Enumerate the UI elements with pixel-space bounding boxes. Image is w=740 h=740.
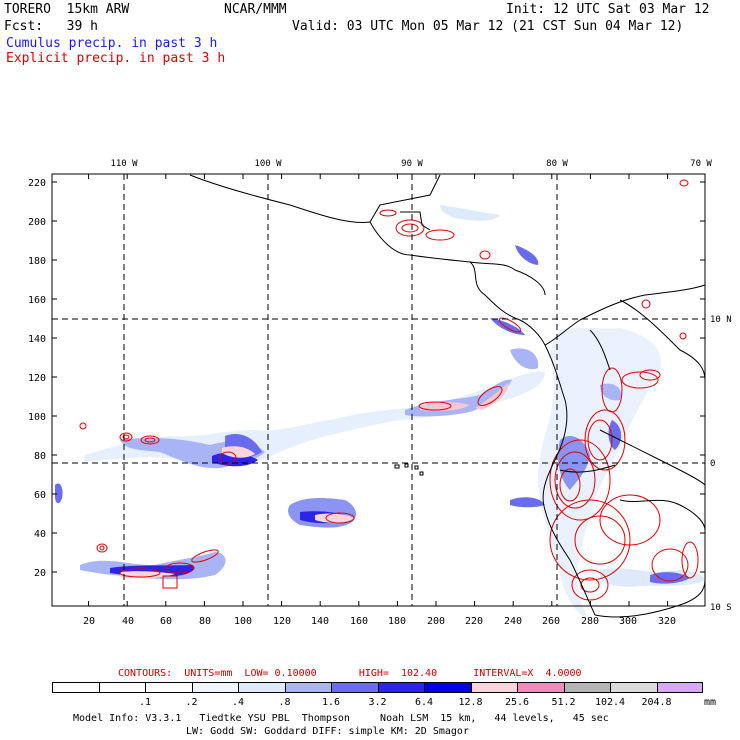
y-tick-label: 200 [28,217,46,228]
x-tick-label: 160 [350,616,368,627]
x-tick-label: 220 [465,616,483,627]
contour-info: CONTOURS: UNITS=mm LOW= 0.10000 HIGH= 10… [118,668,582,679]
x-tick-label: 200 [427,616,445,627]
legend-label: 6.4 [414,697,434,708]
legend-swatch [563,682,610,693]
legend-swatch [52,682,99,693]
legend-swatch [656,682,703,693]
lon-label: 70 W [690,159,712,169]
y-tick-labels: 220 200 180 160 140 120 100 80 60 40 20 [28,178,46,579]
lat-label: 0 [710,459,715,469]
axis-ticks [52,174,705,606]
lon-label: 90 W [401,159,423,169]
legend-label: .2 [185,697,198,708]
coastlines [189,174,706,618]
y-tick-label: 120 [28,373,46,384]
legend-label: 204.8 [641,697,672,708]
lon-label: 80 W [546,159,568,169]
cumulus-precip-shading [55,205,705,620]
x-tick-label: 40 [122,616,134,627]
x-tick-label: 260 [542,616,560,627]
explicit-precip-contours [79,179,699,601]
valid-time: Valid: 03 UTC Mon 05 Mar 12 (21 CST Sun … [292,19,684,34]
legend-swatch [517,682,564,693]
lon-label: 100 W [254,159,282,169]
init-time: Init: 12 UTC Sat 03 Mar 12 [506,2,710,17]
legend-label: 12.8 [458,697,483,708]
x-tick-label: 100 [234,616,252,627]
y-tick-label: 20 [34,568,46,579]
x-tick-label: 80 [199,616,211,627]
lat-label: 10 S [710,603,732,613]
model-info-line1: Model Info: V3.3.1 Tiedtke YSU PBL Thomp… [73,713,609,724]
legend-swatch [191,682,238,693]
forecast-hour: Fcst: 39 h [4,19,98,34]
field-explicit-label: Explicit precip. in past 3 h [6,51,226,66]
legend-swatch [98,682,145,693]
x-tick-label: 280 [581,616,599,627]
y-tick-label: 140 [28,334,46,345]
legend-swatch [610,682,657,693]
y-tick-label: 180 [28,256,46,267]
legend-swatch [424,682,471,693]
x-tick-label: 180 [388,616,406,627]
y-tick-label: 220 [28,178,46,189]
x-tick-labels: 20 40 60 80 100 120 140 160 180 200 220 … [83,616,676,627]
legend-label: 51.2 [551,697,576,708]
legend-label: 25.6 [504,697,530,708]
x-tick-label: 320 [658,616,676,627]
y-tick-label: 160 [28,295,46,306]
y-tick-label: 80 [34,451,46,462]
field-cumulus-label: Cumulus precip. in past 3 h [6,36,218,51]
legend-label: 1.6 [321,697,341,708]
legend-swatch [238,682,285,693]
y-tick-label: 40 [34,529,46,540]
legend-swatch [470,682,517,693]
legend-swatch [145,682,192,693]
legend-label: .8 [278,697,291,708]
x-tick-label: 140 [311,616,329,627]
model-title: TORERO 15km ARW [4,2,130,17]
lon-label: 110 W [110,159,138,169]
x-tick-label: 120 [273,616,291,627]
y-tick-label: 100 [28,412,46,423]
x-tick-label: 60 [160,616,172,627]
graticule [52,174,705,606]
lat-label: 10 N [710,315,732,325]
legend-label: 3.2 [368,697,387,708]
legend-swatch [331,682,378,693]
latitude-labels: 10 N 0 10 S [710,315,732,613]
x-tick-label: 240 [504,616,522,627]
x-tick-label: 20 [83,616,95,627]
legend-label: .1 [138,697,152,708]
map-frame [51,173,706,607]
longitude-labels: 110 W 100 W 90 W 80 W 70 W [110,159,712,169]
legend-swatch [377,682,424,693]
x-tick-label: 300 [619,616,637,627]
legend-label: .4 [231,697,245,708]
legend-swatch [284,682,331,693]
organization: NCAR/MMM [224,2,287,17]
model-info-line2: LW: Godd SW: Goddard DIFF: simple KM: 2D… [186,726,469,737]
legend-unit: mm [704,697,717,708]
legend-label: 102.4 [594,697,626,708]
y-tick-label: 60 [34,490,46,501]
